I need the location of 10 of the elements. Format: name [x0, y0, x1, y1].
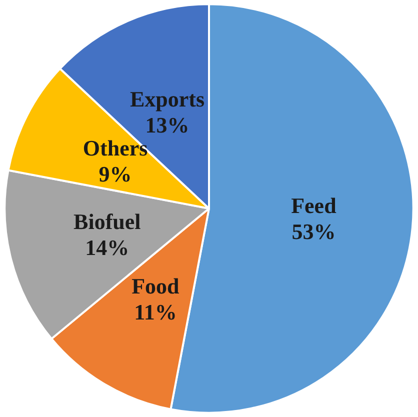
data-label: 14%	[85, 235, 130, 260]
data-label: 53%	[292, 218, 336, 244]
slice-label: Food	[132, 274, 180, 299]
data-label: 9%	[98, 161, 132, 186]
slice-label: Exports	[130, 86, 205, 112]
data-label: 11%	[134, 300, 177, 325]
slice-label: Biofuel	[74, 209, 141, 234]
slice-label: Others	[82, 135, 148, 160]
data-label: 13%	[145, 112, 190, 138]
slice-label: Feed	[291, 192, 336, 218]
